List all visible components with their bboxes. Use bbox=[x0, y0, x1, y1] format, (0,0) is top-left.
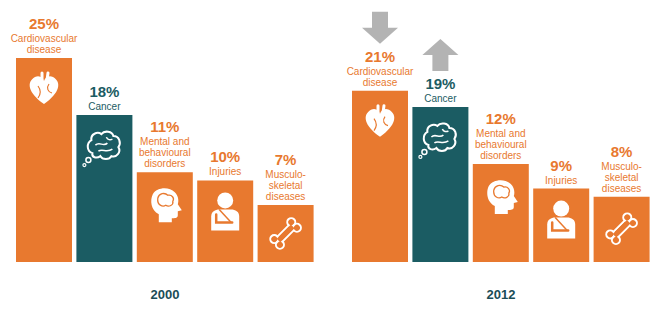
svg-text:skeletal: skeletal bbox=[269, 180, 303, 191]
html-text:2000: 2000 bbox=[150, 287, 180, 302]
svg-text:11%: 11% bbox=[150, 118, 179, 135]
svg-text:10%: 10% bbox=[210, 148, 240, 165]
html-text:2012: 2012 bbox=[486, 287, 516, 302]
svg-text:7%: 7% bbox=[275, 151, 297, 168]
svg-text:Mental and: Mental and bbox=[476, 128, 525, 139]
svg-text:Injuries: Injuries bbox=[209, 166, 241, 177]
svg-text:disease: disease bbox=[363, 77, 398, 88]
svg-text:Cancer: Cancer bbox=[424, 93, 457, 104]
svg-text:disorders: disorders bbox=[480, 150, 521, 161]
svg-text:Cancer: Cancer bbox=[88, 101, 121, 112]
svg-text:Musculo-: Musculo- bbox=[265, 169, 306, 180]
svg-text:Cardiovascular: Cardiovascular bbox=[347, 66, 414, 77]
svg-text:behavioural: behavioural bbox=[475, 139, 527, 150]
svg-text:12%: 12% bbox=[486, 110, 516, 127]
svg-text:8%: 8% bbox=[611, 143, 633, 160]
svg-text:Mental and: Mental and bbox=[140, 136, 189, 147]
svg-text:behavioural: behavioural bbox=[139, 147, 191, 158]
svg-text:21%: 21% bbox=[365, 48, 395, 65]
svg-text:disorders: disorders bbox=[144, 158, 185, 169]
svg-text:Injuries: Injuries bbox=[545, 175, 577, 186]
svg-text:diseases: diseases bbox=[602, 183, 641, 194]
svg-text:19%: 19% bbox=[425, 75, 455, 92]
svg-text:skeletal: skeletal bbox=[605, 172, 639, 183]
svg-text:diseases: diseases bbox=[266, 191, 305, 202]
svg-text:18%: 18% bbox=[89, 83, 119, 100]
svg-text:Musculo-: Musculo- bbox=[601, 161, 642, 172]
svg-text:disease: disease bbox=[27, 44, 62, 55]
svg-text:25%: 25% bbox=[29, 15, 59, 32]
svg-text:9%: 9% bbox=[550, 157, 572, 174]
svg-text:Cardiovascular: Cardiovascular bbox=[11, 33, 78, 44]
